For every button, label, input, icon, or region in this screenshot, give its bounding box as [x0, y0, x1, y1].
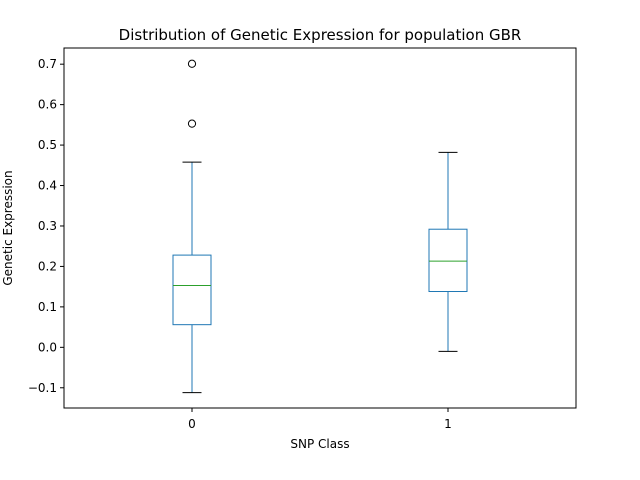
x-axis-label: SNP Class	[290, 437, 349, 451]
iqr-box	[172, 254, 212, 326]
outlier-point	[187, 119, 197, 128]
box-group	[172, 59, 212, 394]
y-tick-label: 0.2	[38, 259, 57, 273]
y-tick-label: 0.3	[38, 219, 57, 233]
y-tick-label: 0.5	[38, 138, 57, 152]
box-group	[428, 151, 468, 352]
y-tick-label: 0.0	[38, 340, 57, 354]
plot-area-frame	[63, 47, 577, 409]
y-tick-label: −0.1	[28, 381, 57, 395]
y-axis: −0.1 0.0 0.1 0.2 0.3 0.4 0.5 0.6 0.7	[28, 57, 64, 395]
y-tick-label: 0.7	[38, 57, 57, 71]
box-series	[172, 59, 468, 394]
y-axis-label: Genetic Expression	[1, 170, 15, 285]
y-tick-label: 0.4	[38, 179, 57, 193]
y-tick-label: 0.1	[38, 300, 57, 314]
x-tick-label: 0	[188, 417, 196, 431]
y-tick-label: 0.6	[38, 98, 57, 112]
iqr-box	[428, 228, 468, 293]
outlier-point	[187, 59, 197, 68]
chart-title: Distribution of Genetic Expression for p…	[119, 26, 522, 44]
x-tick-label: 1	[444, 417, 452, 431]
